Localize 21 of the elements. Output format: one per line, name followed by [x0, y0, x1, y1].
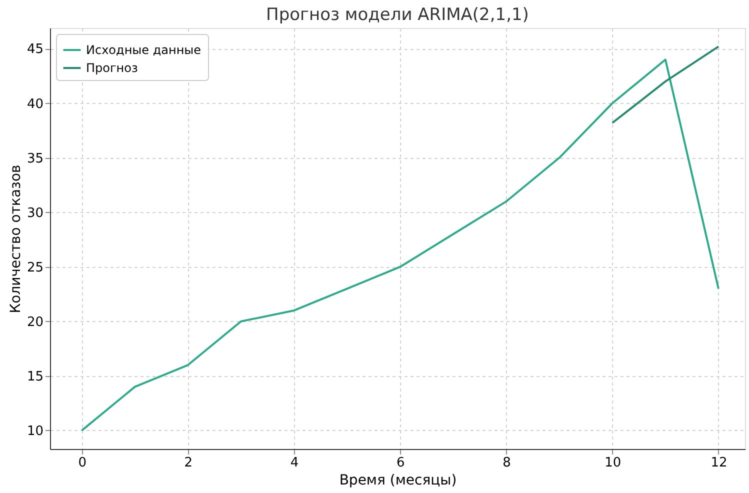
- chart-title: Прогноз модели ARIMA(2,1,1): [266, 5, 529, 25]
- x-tick-label: 8: [502, 456, 511, 470]
- x-tick-label: 0: [78, 456, 86, 470]
- y-tick-label: 35: [26, 151, 44, 166]
- x-tick-label: 4: [290, 456, 299, 470]
- x-tick-label: 10: [604, 456, 622, 470]
- legend-label: Исходные данные: [86, 43, 202, 57]
- x-tick-label: 6: [396, 456, 405, 470]
- x-tick-label: 2: [184, 456, 193, 470]
- y-tick-label: 30: [26, 206, 44, 221]
- y-axis-title: Количество отказов: [8, 164, 24, 314]
- x-tick-label: 12: [710, 456, 728, 470]
- x-axis-title: Время (месяцы): [339, 472, 457, 488]
- y-tick-label: 40: [26, 96, 44, 112]
- y-tick-label: 25: [26, 260, 44, 276]
- y-tick-label: 15: [26, 369, 44, 384]
- y-tick-label: 10: [26, 424, 44, 439]
- y-tick-label: 45: [26, 42, 44, 58]
- legend-label: Прогноз: [86, 61, 138, 75]
- y-tick-label: 20: [26, 314, 44, 330]
- line-series: [80, 58, 720, 432]
